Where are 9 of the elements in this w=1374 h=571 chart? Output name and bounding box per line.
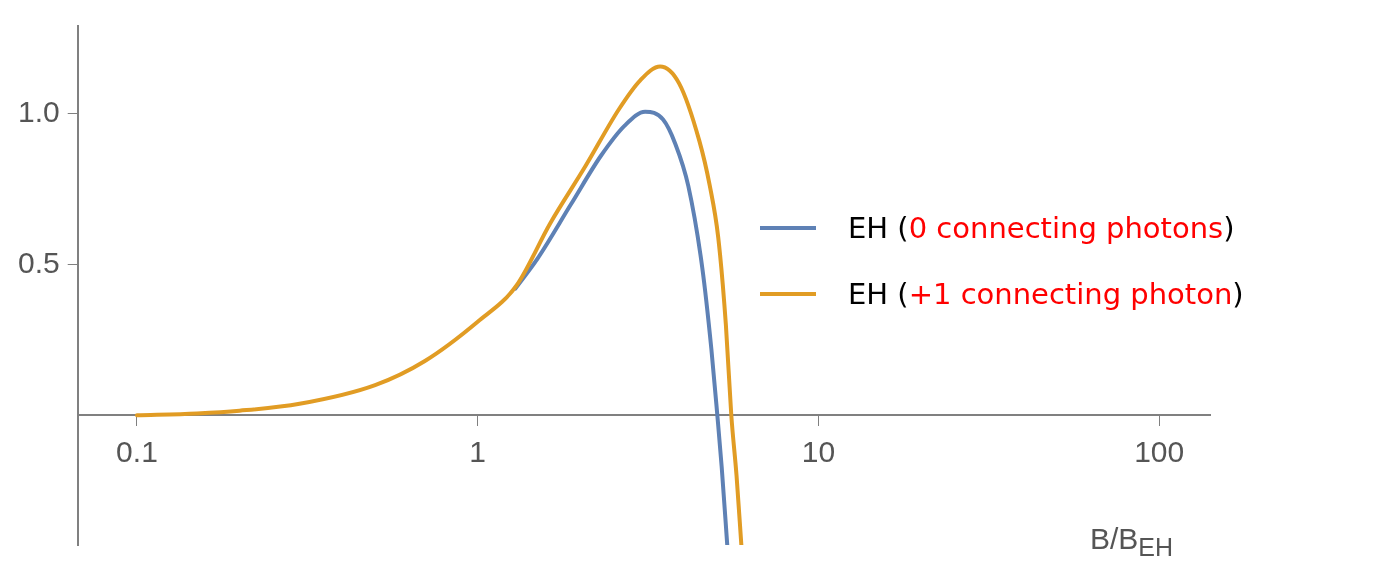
y-tick-label: 1.0 — [17, 94, 60, 128]
x-axis-title: B/B$_{EH}$ — [1090, 522, 1174, 562]
x-tick-label: 10 — [801, 434, 836, 468]
legend-label: EH (+1 connecting photon) — [848, 277, 1244, 311]
x-tick-label: 0.1 — [116, 434, 158, 468]
x-tick-label: 1 — [469, 434, 487, 468]
x-tick-label: 100 — [1134, 434, 1185, 468]
legend-label: EH (0 connecting photons) — [848, 211, 1235, 245]
y-tick-label: 0.5 — [17, 245, 60, 279]
